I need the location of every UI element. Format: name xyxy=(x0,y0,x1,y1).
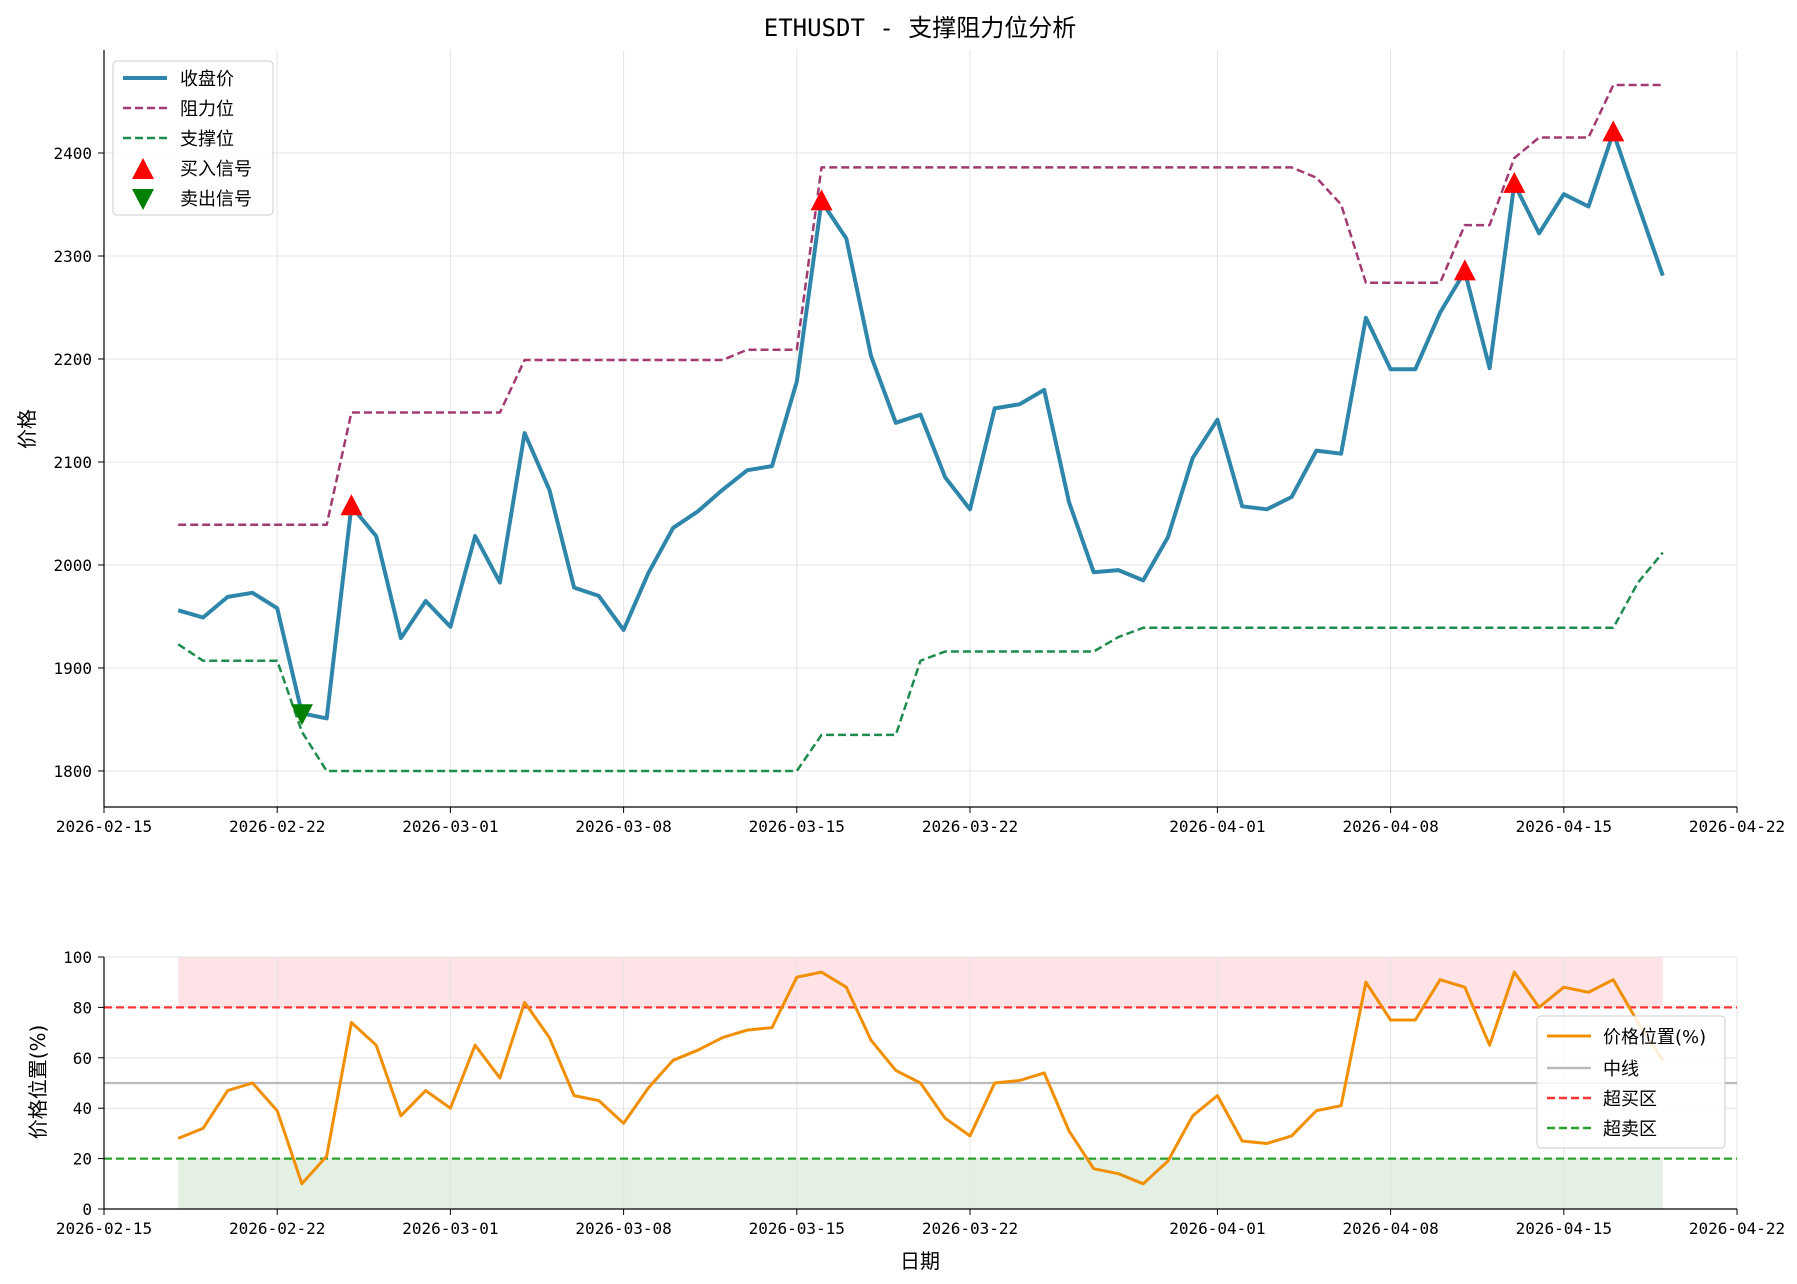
price-axes xyxy=(103,50,1737,808)
y-tick-label: 2400 xyxy=(53,144,92,163)
x-tick-label: 2026-04-22 xyxy=(1689,817,1785,836)
position-panel: 2026-02-15 2026-02-22 2026-03-01 2026-03-08… xyxy=(26,948,1785,1273)
buy-signal-marker xyxy=(810,189,833,211)
x-tick-label: 2026-03-15 xyxy=(749,817,845,836)
x-tick-label: 2026-03-01 xyxy=(402,1219,498,1238)
resistance-line xyxy=(178,83,1663,527)
position-series-group xyxy=(177,970,1665,1186)
legend-sell-marker xyxy=(132,189,154,210)
x-tick-label: 2026-04-01 xyxy=(1169,1219,1265,1238)
close-price-line xyxy=(177,130,1665,721)
x-tick-label: 2026-03-22 xyxy=(922,1219,1018,1238)
buy-signal-marker xyxy=(1602,120,1625,142)
y-tick-label: 2100 xyxy=(53,453,92,472)
buy-signal-marker xyxy=(1453,259,1476,281)
x-tick-label: 2026-03-08 xyxy=(575,817,671,836)
y-tick-label: 1800 xyxy=(53,762,92,781)
buy-signal-marker xyxy=(1503,171,1526,193)
y-tick-label: 0 xyxy=(82,1200,92,1219)
legend-buy-marker xyxy=(132,158,154,179)
price-x-ticks: 2026-02-15 2026-02-22 2026-03-01 2026-03-08… xyxy=(56,807,1785,836)
x-tick-label: 2026-04-15 xyxy=(1516,817,1612,836)
x-tick-label: 2026-04-01 xyxy=(1169,817,1265,836)
price-position-line xyxy=(177,970,1665,1186)
x-tick-label: 2026-02-22 xyxy=(229,1219,325,1238)
y-tick-label: 2300 xyxy=(53,247,92,266)
price-legend-box xyxy=(112,60,274,216)
price-series-group xyxy=(177,83,1665,773)
y-tick-label: 20 xyxy=(73,1150,92,1169)
chart-title: ETHUSDT - 支撑阻力位分析 xyxy=(764,14,1077,42)
signal-markers xyxy=(290,120,1625,726)
y-tick-label: 2000 xyxy=(53,556,92,575)
y-tick-label: 2200 xyxy=(53,350,92,369)
x-tick-label: 2026-03-22 xyxy=(922,817,1018,836)
x-tick-label: 2026-03-15 xyxy=(749,1219,845,1238)
position-axes xyxy=(103,957,1737,1210)
x-tick-label: 2026-04-22 xyxy=(1689,1219,1785,1238)
x-tick-label: 2026-04-08 xyxy=(1342,817,1438,836)
price-grid xyxy=(103,50,1738,807)
legend-oversold-label: 超卖区 xyxy=(1603,1119,1657,1140)
price-y-axis-label: 价格 xyxy=(15,409,39,449)
overbought-band xyxy=(178,957,1663,1008)
zone-bands xyxy=(178,957,1663,1209)
support-line xyxy=(177,551,1664,773)
y-tick-label: 40 xyxy=(73,1099,92,1118)
x-tick-label: 2026-02-15 xyxy=(56,1219,152,1238)
position-x-ticks: 2026-02-15 2026-02-22 2026-03-01 2026-03-08… xyxy=(56,1209,1785,1238)
legend-position-label: 价格位置(%) xyxy=(1603,1027,1706,1048)
price-y-ticks: 1800 1900 2000 2100 2200 2300 2400 xyxy=(53,144,104,781)
sell-signal-marker xyxy=(290,704,313,726)
legend-buy-label: 买入信号 xyxy=(180,159,252,180)
legend-midline-label: 中线 xyxy=(1603,1059,1639,1080)
buy-signal-marker xyxy=(340,494,363,516)
position-y-axis-label: 价格位置(%) xyxy=(26,1025,50,1140)
legend-overbought-label: 超买区 xyxy=(1603,1089,1657,1110)
price-legend: 收盘价 阻力位 支撑位 买入信号 卖出信号 xyxy=(112,60,274,216)
y-tick-label: 100 xyxy=(63,948,92,967)
x-tick-label: 2026-04-15 xyxy=(1516,1219,1612,1238)
x-tick-label: 2026-02-15 xyxy=(56,817,152,836)
y-tick-label: 80 xyxy=(73,998,92,1017)
price-panel: ETHUSDT - 支撑阻力位分析 价格 2026-02-15 2026-02-2… xyxy=(15,14,1785,836)
x-tick-label: 2026-03-01 xyxy=(402,817,498,836)
y-tick-label: 1900 xyxy=(53,659,92,678)
y-tick-label: 60 xyxy=(73,1049,92,1068)
legend-close-label: 收盘价 xyxy=(180,69,234,90)
x-tick-label: 2026-02-22 xyxy=(229,817,325,836)
legend-resistance-label: 阻力位 xyxy=(180,99,234,120)
position-legend: 价格位置(%) 中线 超买区 超卖区 xyxy=(1536,1015,1726,1149)
x-tick-label: 2026-04-08 xyxy=(1342,1219,1438,1238)
position-legend-box xyxy=(1536,1015,1726,1149)
x-tick-label: 2026-03-08 xyxy=(575,1219,671,1238)
legend-support-label: 支撑位 xyxy=(180,129,234,150)
position-y-ticks: 0 20 40 60 80 100 xyxy=(63,948,104,1219)
oversold-band xyxy=(178,1158,1663,1209)
position-x-axis-label: 日期 xyxy=(900,1249,940,1273)
legend-sell-label: 卖出信号 xyxy=(180,189,252,210)
